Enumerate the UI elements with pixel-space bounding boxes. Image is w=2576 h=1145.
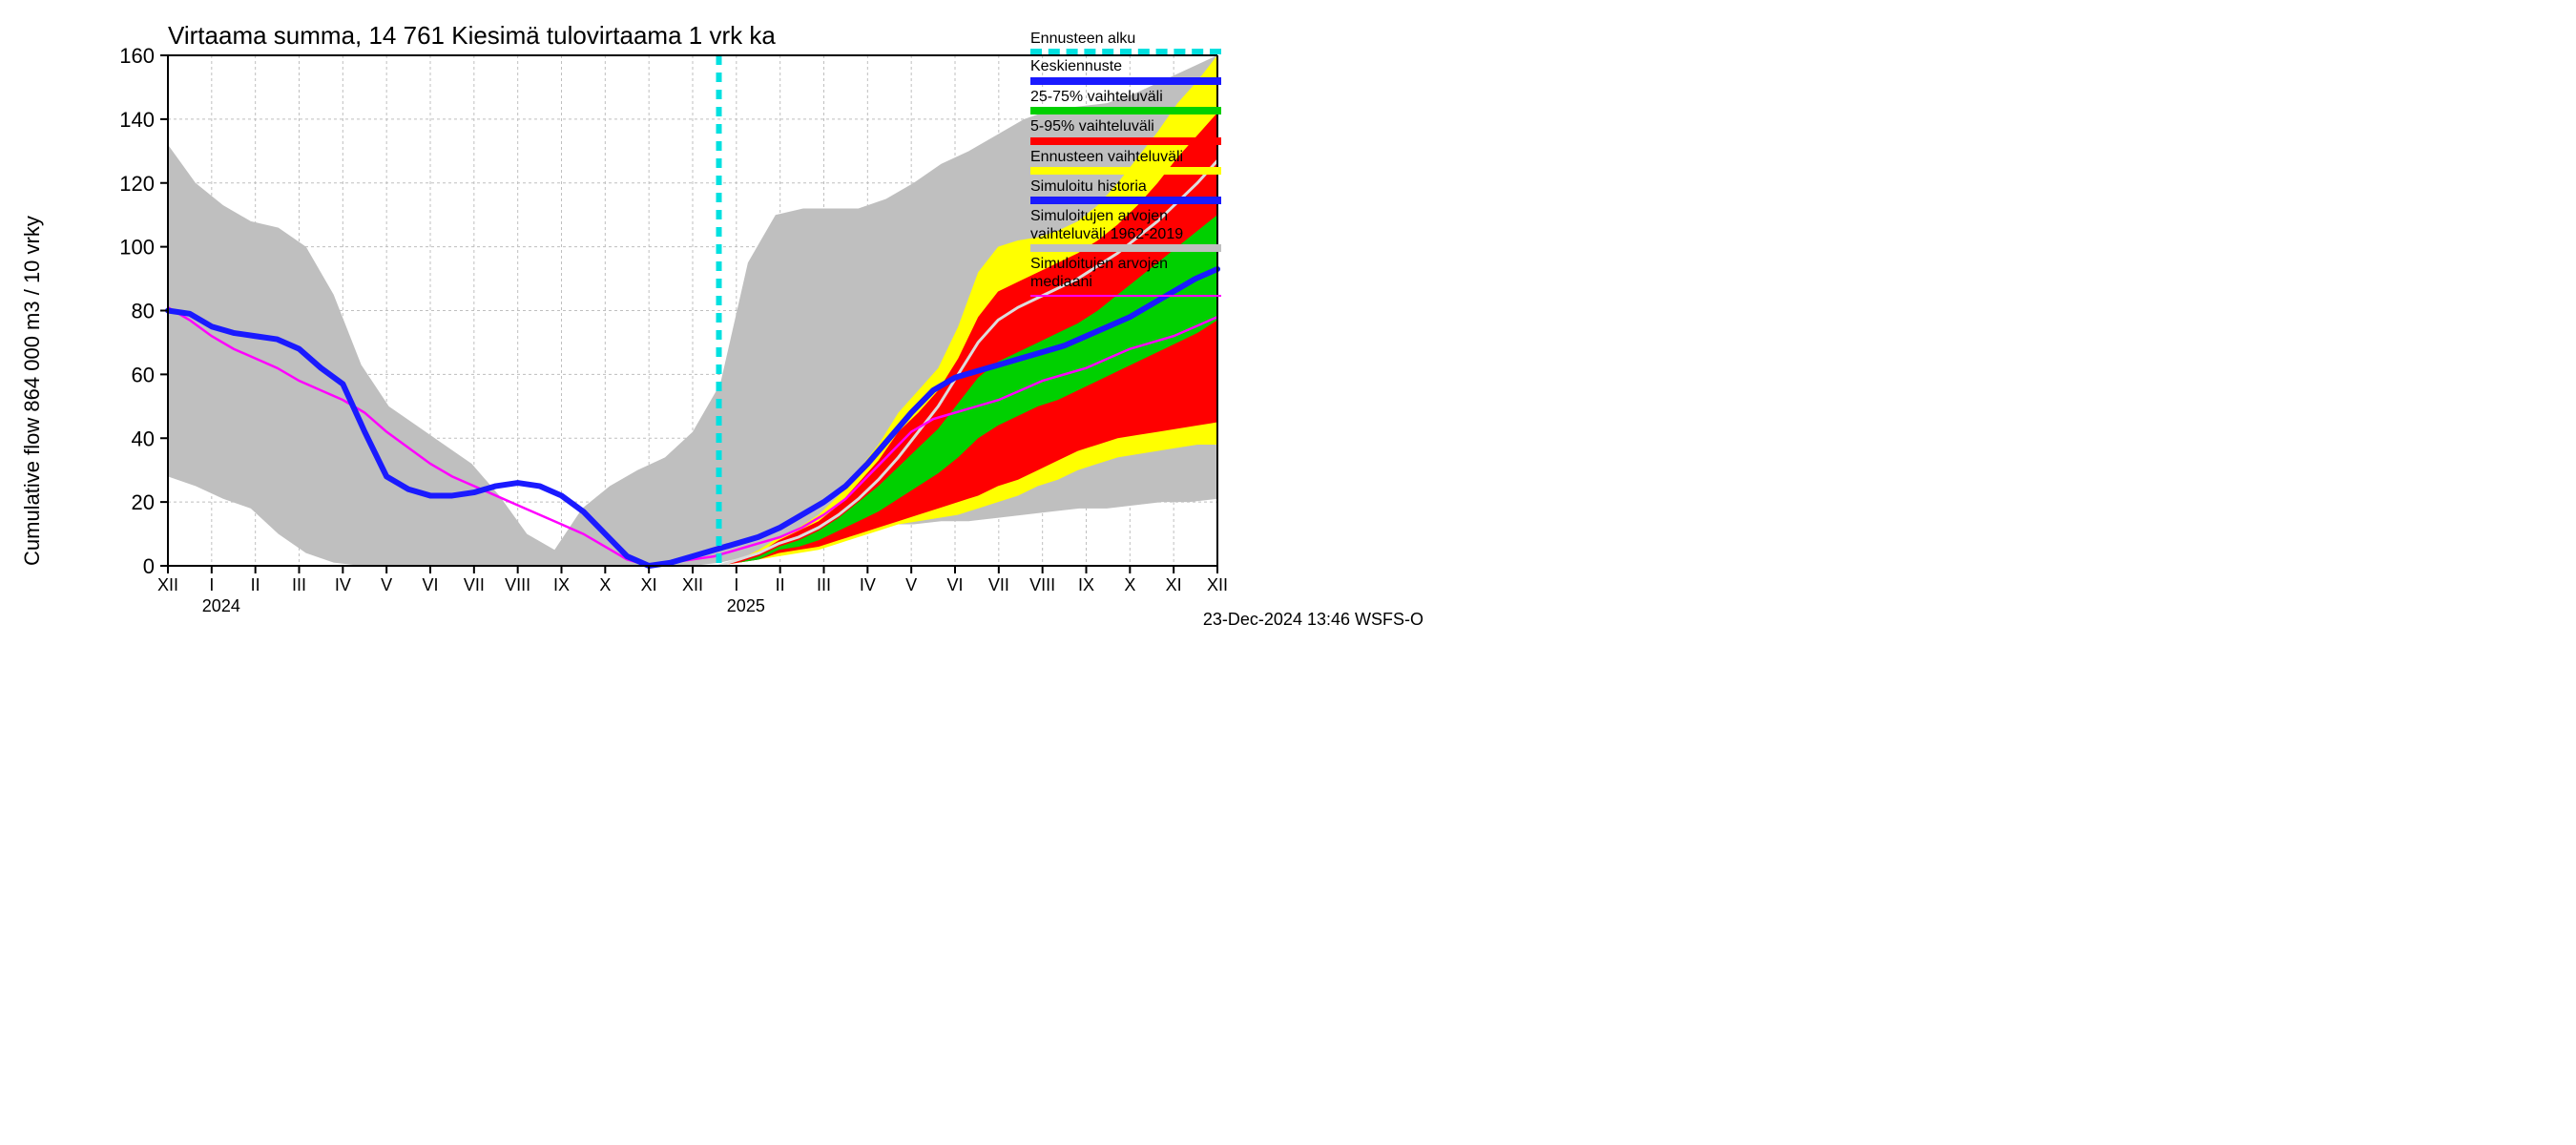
- legend-swatch: [1030, 167, 1221, 175]
- legend-swatch: [1030, 197, 1221, 204]
- month-tick-label: IV: [335, 575, 351, 594]
- month-tick-label: VI: [422, 575, 438, 594]
- y-tick-label: 100: [119, 236, 155, 260]
- month-tick-label: III: [292, 575, 306, 594]
- legend-swatch: [1030, 107, 1221, 114]
- month-tick-label: V: [381, 575, 392, 594]
- legend-swatch: [1030, 244, 1221, 252]
- legend-label: 5-95% vaihteluväli: [1030, 118, 1221, 135]
- legend: Ennusteen alku Keskiennuste 25-75% vaihtel…: [1030, 31, 1221, 303]
- month-tick-label: I: [209, 575, 214, 594]
- legend-label: Simuloitujen arvojen vaihteluväli 1962-2…: [1030, 208, 1221, 243]
- y-tick-label: 120: [119, 172, 155, 196]
- month-tick-label: V: [905, 575, 917, 594]
- month-tick-label: VI: [946, 575, 963, 594]
- y-tick-label: 20: [132, 490, 155, 514]
- month-tick-label: XI: [1166, 575, 1182, 594]
- legend-item: Simuloitujen arvojen vaihteluväli 1962-2…: [1030, 208, 1221, 252]
- legend-swatch: [1030, 77, 1221, 85]
- legend-item: Ennusteen vaihteluväli: [1030, 149, 1221, 175]
- month-tick-label: XII: [682, 575, 703, 594]
- legend-label: Simuloitu historia: [1030, 178, 1221, 196]
- month-tick-label: IV: [860, 575, 876, 594]
- y-tick-label: 40: [132, 427, 155, 450]
- legend-label: Simuloitujen arvojen mediaani: [1030, 256, 1221, 291]
- month-tick-label: XI: [641, 575, 657, 594]
- y-tick-label: 160: [119, 44, 155, 68]
- legend-item: Ennusteen alku: [1030, 31, 1221, 54]
- footer-timestamp: 23-Dec-2024 13:46 WSFS-O: [1203, 610, 1423, 629]
- legend-item: 5-95% vaihteluväli: [1030, 118, 1221, 144]
- year-label-left: 2024: [202, 596, 240, 615]
- chart-title: Virtaama summa, 14 761 Kiesimä tulovirta…: [168, 21, 776, 50]
- month-tick-label: III: [817, 575, 831, 594]
- y-tick-label: 60: [132, 363, 155, 386]
- legend-label: Ennusteen vaihteluväli: [1030, 149, 1221, 166]
- legend-item: Simuloitujen arvojen mediaani: [1030, 256, 1221, 297]
- legend-label: 25-75% vaihteluväli: [1030, 89, 1221, 106]
- legend-item: 25-75% vaihteluväli: [1030, 89, 1221, 114]
- month-tick-label: VII: [988, 575, 1009, 594]
- y-tick-label: 80: [132, 300, 155, 323]
- month-tick-label: II: [776, 575, 785, 594]
- legend-swatch: [1030, 295, 1221, 297]
- y-tick-label: 140: [119, 108, 155, 132]
- y-tick-label: 0: [143, 554, 155, 578]
- month-tick-label: XII: [157, 575, 178, 594]
- month-tick-label: II: [251, 575, 260, 594]
- month-tick-label: X: [1124, 575, 1135, 594]
- legend-swatch: [1030, 137, 1221, 145]
- month-tick-label: I: [734, 575, 738, 594]
- month-tick-label: XII: [1207, 575, 1228, 594]
- legend-item: Simuloitu historia: [1030, 178, 1221, 204]
- legend-label: Ennusteen alku: [1030, 31, 1221, 48]
- legend-label: Keskiennuste: [1030, 58, 1221, 75]
- month-tick-label: VIII: [1029, 575, 1055, 594]
- year-label-right: 2025: [727, 596, 765, 615]
- month-tick-label: IX: [1078, 575, 1094, 594]
- month-tick-label: IX: [553, 575, 570, 594]
- month-tick-label: X: [599, 575, 611, 594]
- y-axis-label: Cumulative flow 864 000 m3 / 10 vrky: [20, 216, 44, 566]
- legend-item: Keskiennuste: [1030, 58, 1221, 84]
- month-tick-label: VIII: [505, 575, 530, 594]
- month-tick-label: VII: [464, 575, 485, 594]
- legend-swatch: [1030, 49, 1221, 54]
